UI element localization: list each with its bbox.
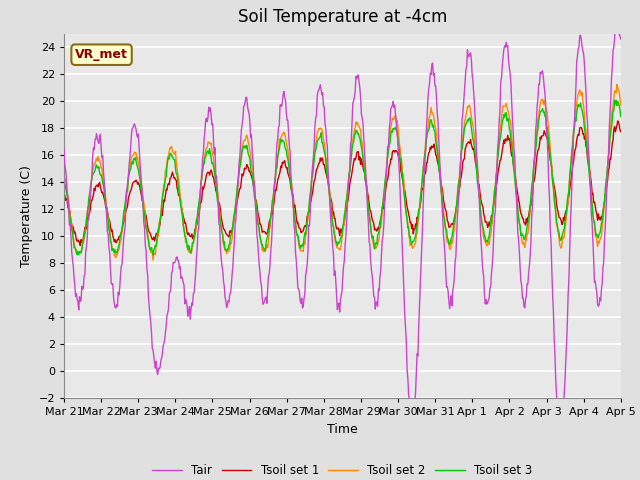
- X-axis label: Time: Time: [327, 423, 358, 436]
- Tair: [184, 313, 192, 319]
- Tsoil set 3: [149, 252, 157, 258]
- Tair: [60, 146, 68, 152]
- Tsoil set 2: [411, 241, 419, 247]
- Tsoil set 2: [617, 102, 625, 108]
- Line: Tsoil set 2: Tsoil set 2: [64, 84, 621, 260]
- Tsoil set 3: [612, 97, 620, 103]
- Tsoil set 3: [70, 245, 78, 251]
- Tsoil set 2: [185, 248, 193, 254]
- Tsoil set 1: [214, 197, 222, 203]
- Tsoil set 2: [428, 105, 435, 110]
- Tsoil set 1: [128, 183, 136, 189]
- Line: Tsoil set 3: Tsoil set 3: [64, 100, 621, 255]
- Tsoil set 2: [214, 192, 222, 198]
- Tsoil set 2: [60, 174, 68, 180]
- Tsoil set 1: [428, 146, 435, 152]
- Tsoil set 3: [60, 174, 68, 180]
- Tair: [426, 71, 434, 76]
- Tsoil set 3: [411, 235, 419, 241]
- Tsoil set 3: [428, 117, 435, 123]
- Tsoil set 1: [411, 227, 419, 232]
- Tsoil set 3: [214, 201, 222, 206]
- Tair: [612, 12, 620, 18]
- Legend: Tair, Tsoil set 1, Tsoil set 2, Tsoil set 3: Tair, Tsoil set 1, Tsoil set 2, Tsoil se…: [148, 459, 537, 480]
- Tsoil set 3: [185, 242, 193, 248]
- Title: Soil Temperature at -4cm: Soil Temperature at -4cm: [237, 9, 447, 26]
- Tsoil set 1: [617, 129, 625, 134]
- Tsoil set 1: [185, 230, 193, 236]
- Tsoil set 2: [70, 240, 78, 246]
- Tair: [127, 132, 135, 138]
- Tair: [557, 431, 565, 436]
- Tsoil set 3: [127, 162, 135, 168]
- Tsoil set 1: [614, 118, 621, 124]
- Tsoil set 1: [76, 242, 84, 248]
- Tair: [410, 406, 418, 412]
- Tair: [617, 36, 625, 42]
- Tsoil set 2: [127, 154, 135, 159]
- Y-axis label: Temperature (C): Temperature (C): [20, 165, 33, 267]
- Text: VR_met: VR_met: [75, 48, 128, 61]
- Tsoil set 2: [613, 82, 621, 87]
- Tsoil set 1: [70, 230, 78, 236]
- Tair: [70, 275, 78, 281]
- Line: Tsoil set 1: Tsoil set 1: [64, 121, 621, 245]
- Line: Tair: Tair: [64, 15, 621, 433]
- Tsoil set 1: [60, 193, 68, 199]
- Tsoil set 2: [149, 257, 157, 263]
- Tsoil set 3: [617, 114, 625, 120]
- Tair: [214, 185, 221, 191]
